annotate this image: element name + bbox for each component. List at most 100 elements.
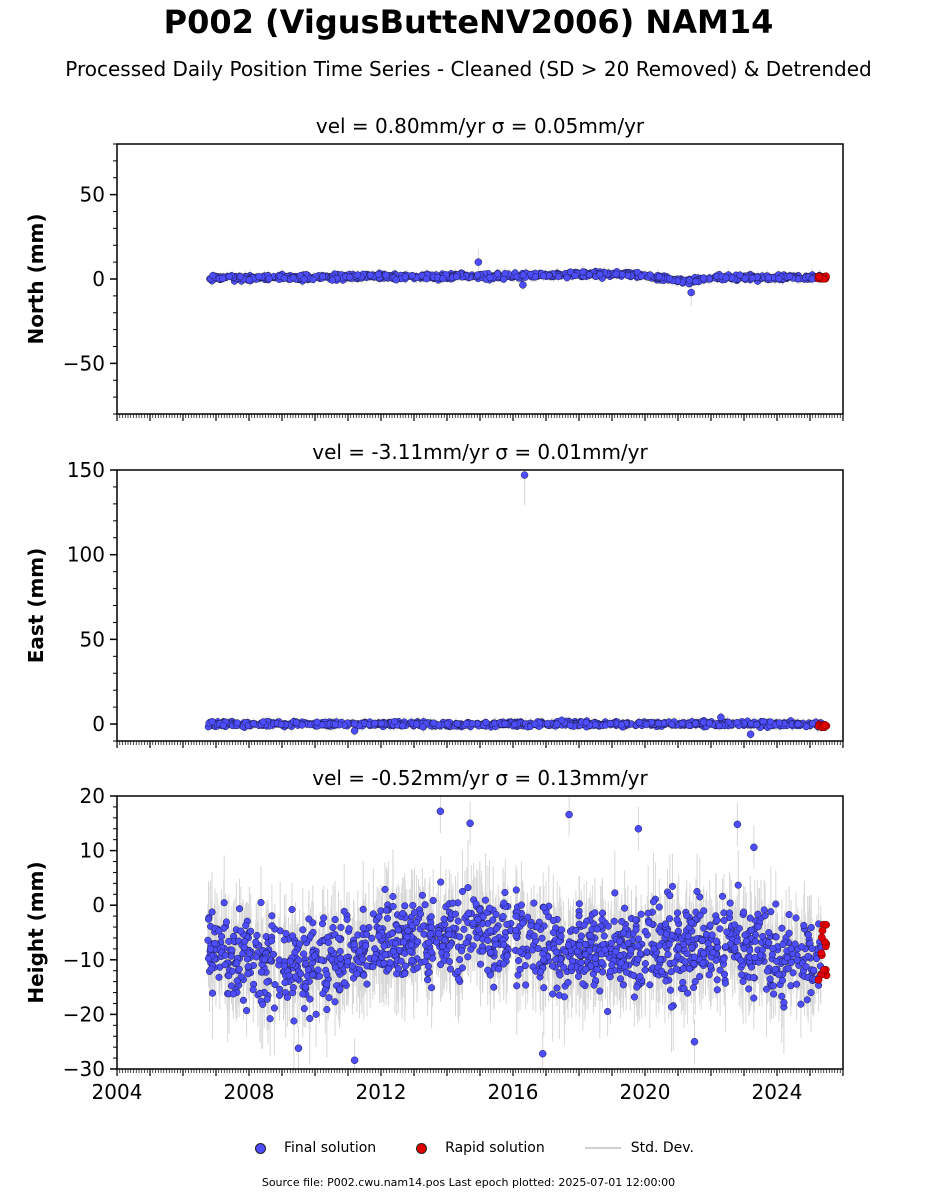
- final-point: [486, 273, 494, 282]
- final-point: [646, 271, 654, 279]
- final-point: [208, 718, 216, 726]
- final-point: [419, 723, 427, 731]
- final-point: [571, 271, 579, 280]
- final-point: [699, 718, 708, 726]
- data-north: [206, 248, 830, 306]
- final-point: [775, 275, 783, 283]
- final-point: [733, 718, 741, 727]
- ylabel-east: East (mm): [24, 548, 48, 664]
- final-point: [809, 719, 817, 728]
- ytick-label: 100: [67, 543, 105, 567]
- final-point: [531, 720, 539, 728]
- final-points-north: [206, 258, 825, 297]
- final-point: [741, 274, 749, 283]
- final-point: [746, 730, 755, 738]
- final-point: [717, 713, 725, 722]
- page-subtitle: Processed Daily Position Time Series - C…: [65, 57, 872, 81]
- final-point: [655, 273, 663, 281]
- final-point: [453, 720, 461, 728]
- final-point: [292, 718, 301, 727]
- final-point: [654, 719, 663, 728]
- final-point: [596, 270, 604, 279]
- final-point: [374, 270, 382, 278]
- data-height: [204, 796, 831, 1069]
- ytick-label: 50: [80, 183, 105, 207]
- final-point: [687, 288, 695, 297]
- final-point: [219, 274, 227, 283]
- final-point: [691, 719, 700, 727]
- ytick-label: 0: [92, 712, 105, 736]
- final-point: [736, 271, 744, 279]
- final-point: [249, 720, 257, 728]
- final-point: [391, 717, 399, 726]
- final-point: [255, 273, 263, 281]
- final-point: [219, 721, 227, 730]
- final-point: [543, 720, 551, 728]
- panel-east: vel = -3.11mm/yr σ = 0.01mm/yr East (mm) 0…: [24, 440, 844, 748]
- final-point: [309, 275, 317, 284]
- rapid-points-north: [814, 272, 830, 283]
- panel-title-east: vel = -3.11mm/yr σ = 0.01mm/yr: [312, 440, 648, 464]
- final-point: [233, 719, 241, 727]
- final-point: [501, 269, 509, 278]
- final-point: [692, 278, 700, 286]
- final-point: [558, 716, 566, 724]
- final-point: [519, 281, 527, 289]
- final-point: [642, 720, 650, 728]
- final-point: [563, 274, 571, 282]
- final-point: [775, 719, 783, 727]
- final-point: [382, 271, 390, 279]
- final-point: [666, 274, 674, 283]
- page-title: P002 (VigusButteNV2006) NAM14: [163, 3, 774, 41]
- final-point: [354, 271, 362, 279]
- final-point: [280, 274, 288, 282]
- final-point: [494, 270, 502, 278]
- final-point: [764, 274, 772, 282]
- final-point: [422, 275, 431, 283]
- panel-height: vel = -0.52mm/yr σ = 0.13mm/yr Height (mm…: [24, 766, 844, 1104]
- final-points-east: [204, 471, 826, 738]
- std-dev-bars-east: [207, 470, 822, 741]
- final-point: [439, 275, 447, 283]
- rapid-point: [820, 721, 829, 730]
- ytick-label: 150: [67, 458, 105, 482]
- final-point: [678, 720, 686, 728]
- final-point: [786, 272, 794, 280]
- final-point: [753, 721, 761, 729]
- final-point: [462, 720, 470, 728]
- final-point: [225, 272, 233, 281]
- final-point: [794, 720, 802, 728]
- final-point: [346, 273, 354, 281]
- final-point: [585, 271, 593, 279]
- final-point: [401, 273, 409, 281]
- final-point: [277, 720, 285, 729]
- panel-title-north: vel = 0.80mm/yr σ = 0.05mm/yr: [316, 114, 645, 138]
- final-point: [802, 723, 810, 731]
- final-point: [319, 272, 327, 281]
- final-point: [668, 720, 676, 728]
- final-point: [351, 720, 359, 728]
- final-point: [685, 276, 693, 284]
- ytick-label: 50: [80, 627, 105, 651]
- final-point: [579, 268, 587, 276]
- final-point: [236, 273, 244, 281]
- final-point: [300, 275, 308, 283]
- final-point: [637, 272, 645, 280]
- final-point: [331, 720, 339, 729]
- final-point: [392, 276, 400, 284]
- final-point: [500, 275, 508, 283]
- rapid-points-east: [815, 720, 831, 732]
- final-point: [371, 719, 379, 727]
- final-point: [705, 719, 713, 727]
- final-point: [511, 720, 519, 728]
- final-point: [328, 276, 336, 284]
- final-point: [685, 721, 693, 730]
- ytick-label: 0: [92, 267, 105, 291]
- final-point: [474, 258, 483, 266]
- final-point: [209, 271, 217, 280]
- panel-north: vel = 0.80mm/yr σ = 0.05mm/yr North (mm)−…: [24, 114, 844, 421]
- final-point: [289, 274, 297, 282]
- ytick-label: −50: [63, 351, 105, 375]
- final-point: [399, 722, 407, 730]
- ylabel-height: Height (mm): [24, 861, 48, 1003]
